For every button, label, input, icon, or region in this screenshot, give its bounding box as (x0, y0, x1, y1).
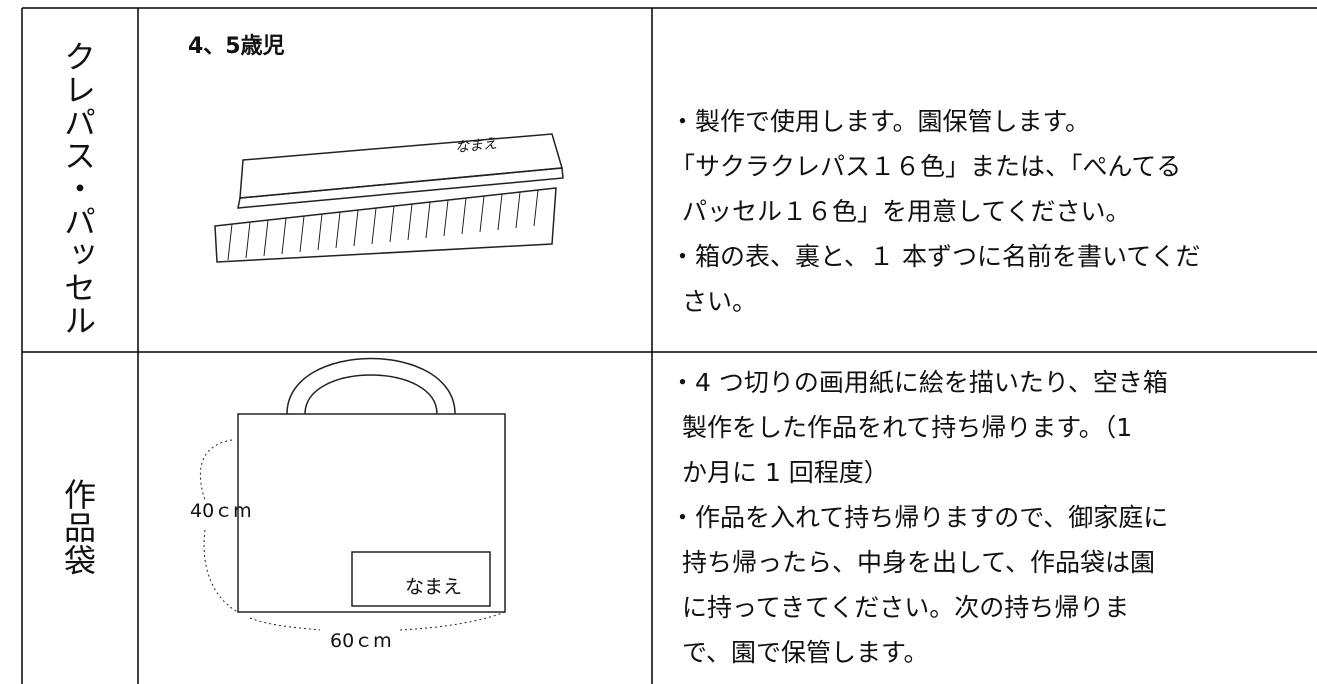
text-line: で、園で保管します。 (682, 638, 929, 667)
text-line: ・箱の表、裏と、１ 本ずつに名前を書いてくだ (670, 242, 1201, 271)
text-line: 製作をした作品をれて持ち帰ります。（1 (682, 413, 1133, 442)
height-label: 40ｃm (190, 500, 252, 522)
text-line: さい。 (682, 287, 758, 316)
crayon-illustration (214, 133, 564, 263)
text-line: パッセル１６色」を用意してください。 (682, 197, 1131, 226)
text-line: ・作品を入れて持ち帰りますので、御家庭に (670, 503, 1169, 532)
text-line: 「サクラクレパス１６色」または、「ぺんてる (670, 152, 1182, 181)
row-label: 作品袋 (59, 478, 97, 577)
text-line: に持ってきてください。次の持ち帰りま (682, 593, 1130, 622)
text-block: ・4 つ切りの画用紙に絵を描いたり、空き箱製作をした作品をれて持ち帰ります。（1… (670, 360, 1168, 675)
age-label: 4、5歳児 (188, 34, 285, 59)
bag-illustration (199, 357, 506, 631)
row-label: クレパス・パッセル (59, 40, 97, 337)
text-line: ・4 つ切りの画用紙に絵を描いたり、空き箱 (670, 368, 1168, 397)
text-line: ・製作で使用します。園保管します。 (670, 107, 1091, 136)
width-label: 60ｃm (330, 630, 392, 652)
drawing-label: なまえ (405, 576, 463, 598)
text-line: 持ち帰ったら、中身を出して、作品袋は園 (682, 548, 1156, 577)
text-block: ・製作で使用します。園保管します。「サクラクレパス１６色」または、「ぺんてるパッ… (670, 99, 1200, 324)
text-line: か月に 1 回程度） (682, 458, 889, 487)
